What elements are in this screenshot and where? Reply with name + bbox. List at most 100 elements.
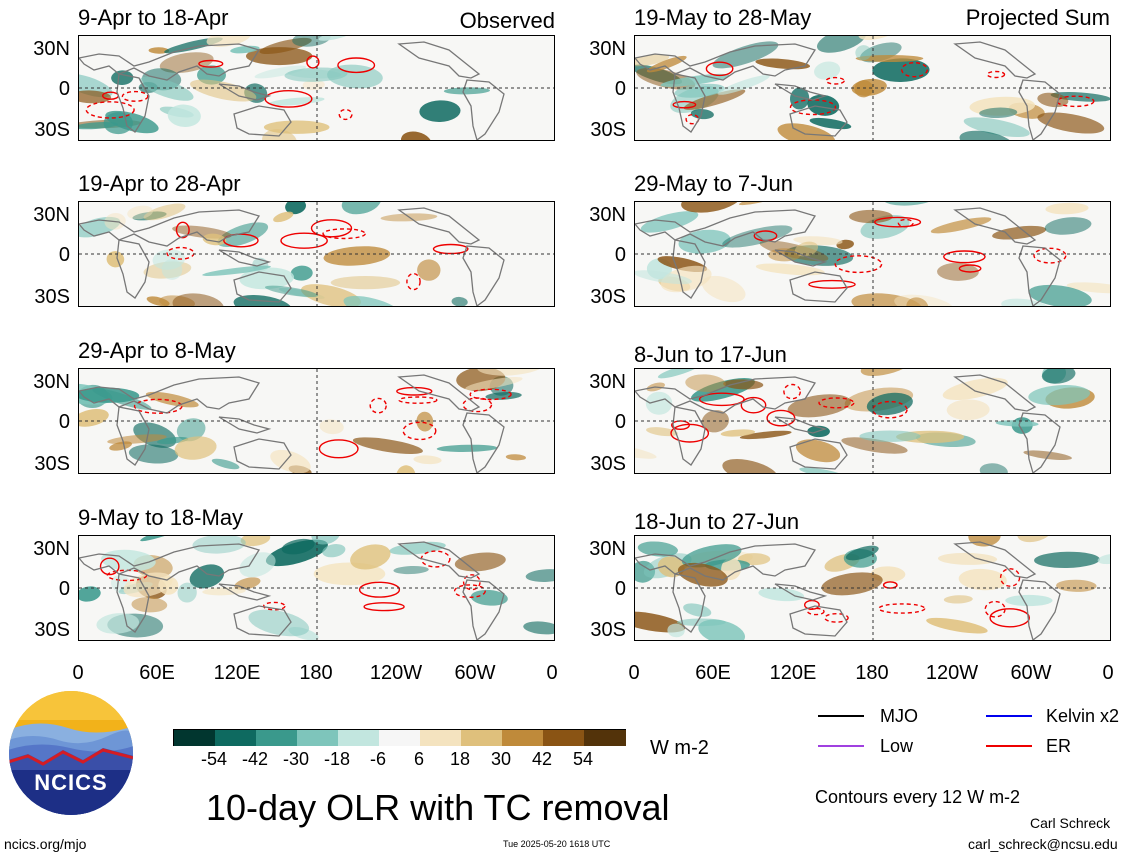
colorbar-tick-label: 30 [490,749,512,769]
olr-anomaly-blob [505,454,526,461]
colorbar-swatch [502,730,544,746]
olr-anomaly-blob [738,202,788,206]
olr-anomaly-blob [254,65,307,79]
olr-anomaly-blob [1028,284,1092,306]
olr-map [78,35,555,141]
y-tick-label: 30N [589,204,626,226]
olr-anomaly-blob [635,54,670,67]
olr-anomaly-blob [128,444,179,464]
panel-title: 19-May to 28-May [634,5,812,30]
olr-anomaly-blob [322,544,346,558]
coastline [79,543,261,581]
y-tick-label: 0 [58,78,70,100]
coastline [218,583,272,601]
olr-anomaly-blob [809,117,852,130]
panel-title: 9-May to 18-May [78,505,244,530]
coastline [79,209,261,247]
olr-anomaly-field [79,369,554,473]
olr-anomaly-blob [1056,579,1097,592]
olr-anomaly-blob [739,430,792,440]
coastline [233,271,292,303]
coastline [953,207,1037,245]
olr-anomaly-blob [436,444,498,452]
olr-anomaly-blob [657,369,701,379]
coastline [218,83,272,101]
olr-anomaly-blob [264,285,319,298]
er-contour [363,602,405,612]
x-tick-label: 120W [925,662,979,684]
colorbar-swatch [338,730,380,746]
olr-anomaly-blob [855,45,872,61]
coastline [635,209,817,247]
olr-anomaly-blob [701,275,746,303]
olr-anomaly-blob [930,217,992,234]
olr-anomaly-blob [943,595,973,604]
colorbar-tick-label: -6 [369,749,386,769]
logo-text: NCICS [34,770,108,795]
panel-title: 19-Apr to 28-Apr [78,171,241,196]
olr-anomaly-blob [657,556,685,578]
olr-anomaly-blob [685,374,726,393]
coastline [233,605,292,637]
olr-anomaly-field [635,536,1110,640]
coastline [789,605,848,637]
colorbar-swatch [584,730,626,746]
er-contour [1033,247,1067,264]
olr-anomaly-blob [79,122,118,130]
olr-anomaly-blob [443,87,491,95]
olr-anomaly-blob [866,392,913,416]
coastline [1018,579,1061,640]
x-tick-label: 0 [1102,662,1114,684]
er-contour [901,62,929,78]
er-contour [878,603,926,614]
olr-anomaly-field [635,202,1110,306]
olr-anomaly-blob [393,565,429,575]
olr-anomaly-blob [720,429,756,437]
er-contour [396,386,433,396]
x-tick-label: 60E [695,662,731,684]
er-contour [166,246,195,260]
colorbar-swatch [256,730,298,746]
coastline [789,105,848,137]
main-title: 10-day OLR with TC removal [206,787,670,828]
olr-anomaly-blob [799,467,847,473]
olr-anomaly-blob [525,569,554,582]
timestamp: Tue 2025-05-20 1618 UTC [503,839,611,849]
olr-anomaly-blob [470,589,508,606]
coastline [953,41,1037,79]
coastline [635,43,817,81]
olr-anomaly-blob [979,107,1018,119]
colorbar-tick-label: 42 [531,749,553,769]
olr-anomaly-blob [248,609,310,637]
er-contour [337,57,376,74]
x-tick-label: 120W [369,662,423,684]
er-contour [672,100,697,109]
er-contour [943,250,986,264]
olr-anomaly-blob [683,603,712,617]
olr-anomaly-field [635,36,1110,140]
er-contour [825,76,845,85]
coastline [233,105,292,137]
er-contour [808,279,856,289]
colorbar-swatch [420,730,462,746]
low-legend-label: Low [880,736,914,756]
olr-anomaly-blob [246,47,313,66]
coastline [635,376,817,414]
x-tick-label: 60W [1010,662,1052,684]
olr-anomaly-blob [645,391,673,415]
coastline [233,438,292,470]
olr-anomaly-blob [814,61,841,80]
olr-anomaly-blob [352,437,423,454]
olr-anomaly-blob [968,536,1001,547]
panel-title: 29-Apr to 8-May [78,338,236,363]
er-contour [671,420,691,430]
x-tick-label: 0 [72,662,84,684]
coastline [79,376,261,414]
olr-anomaly-blob [721,557,742,580]
olr-anomaly-blob [681,202,742,213]
colorbar-swatch [379,730,421,746]
y-tick-label: 30S [34,119,70,141]
coastline [116,406,150,466]
er-contour [698,392,745,407]
er-contour [198,59,224,68]
